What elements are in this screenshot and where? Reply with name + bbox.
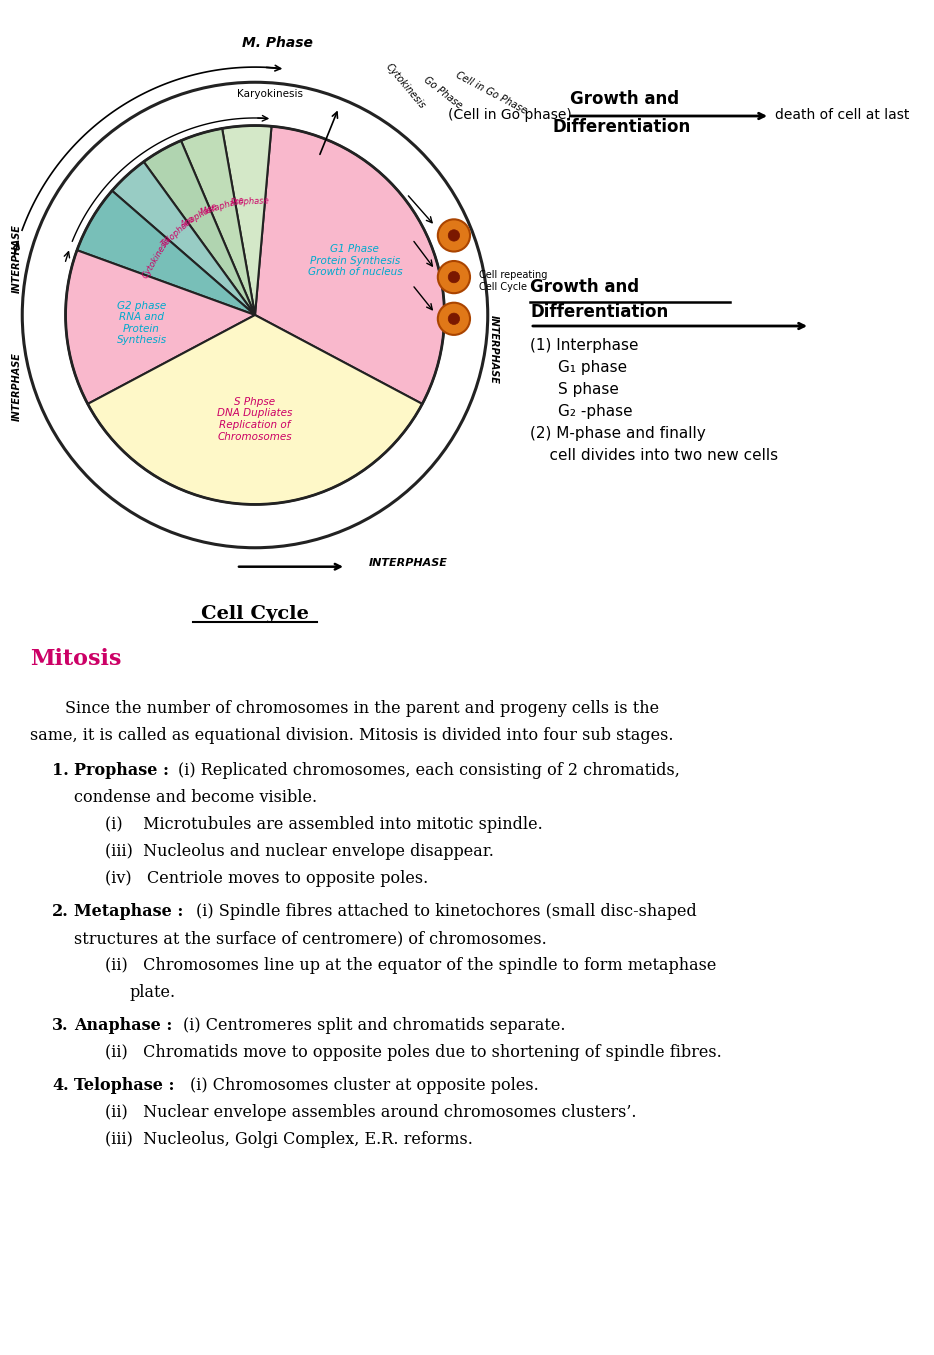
Circle shape xyxy=(448,271,460,283)
Text: same, it is called as equational division. Mitosis is divided into four sub stag: same, it is called as equational divisio… xyxy=(30,728,673,744)
Text: Differentiation: Differentiation xyxy=(530,304,668,321)
Text: Go Phase: Go Phase xyxy=(422,75,464,110)
Text: 2.: 2. xyxy=(52,902,69,920)
Text: Cell Cycle: Cell Cycle xyxy=(201,604,309,623)
Polygon shape xyxy=(77,191,255,314)
Text: cell divides into two new cells: cell divides into two new cells xyxy=(530,449,778,463)
Circle shape xyxy=(438,220,470,252)
Text: Prophase: Prophase xyxy=(231,196,270,207)
Text: Prophase :: Prophase : xyxy=(74,762,169,779)
Text: INTERPHASE: INTERPHASE xyxy=(11,352,21,421)
Text: Telophase :: Telophase : xyxy=(74,1077,175,1093)
Text: death of cell at last: death of cell at last xyxy=(775,108,910,122)
Text: G1 Phase
Protein Synthesis
Growth of nucleus: G1 Phase Protein Synthesis Growth of nuc… xyxy=(307,244,403,278)
Text: (ii)   Chromosomes line up at the equator of the spindle to form metaphase: (ii) Chromosomes line up at the equator … xyxy=(105,957,716,974)
Text: Cell repeating
Cell Cycle: Cell repeating Cell Cycle xyxy=(478,270,547,291)
Polygon shape xyxy=(255,126,445,404)
Polygon shape xyxy=(88,314,422,504)
Circle shape xyxy=(448,230,460,241)
Text: G2 phase
RNA and
Protein
Synthesis: G2 phase RNA and Protein Synthesis xyxy=(117,301,166,346)
Text: Anaphase: Anaphase xyxy=(178,202,219,230)
Text: 4.: 4. xyxy=(52,1077,68,1093)
Text: M. Phase: M. Phase xyxy=(242,37,313,50)
Text: (i) Chromosomes cluster at opposite poles.: (i) Chromosomes cluster at opposite pole… xyxy=(190,1077,539,1093)
Text: Metaphase :: Metaphase : xyxy=(74,902,183,920)
Circle shape xyxy=(438,262,470,293)
Text: Cytokinesis: Cytokinesis xyxy=(141,234,173,280)
Text: (ii)   Nuclear envelope assembles around chromosomes clusters’.: (ii) Nuclear envelope assembles around c… xyxy=(105,1104,636,1121)
Polygon shape xyxy=(65,251,255,404)
Text: 3.: 3. xyxy=(52,1018,68,1034)
Text: (i) Replicated chromosomes, each consisting of 2 chromatids,: (i) Replicated chromosomes, each consist… xyxy=(178,762,680,779)
Text: Differentiation: Differentiation xyxy=(552,118,690,136)
Text: (iii)  Nucleolus, Golgi Complex, E.R. reforms.: (iii) Nucleolus, Golgi Complex, E.R. ref… xyxy=(105,1131,473,1148)
Text: (iii)  Nucleolus and nuclear envelope disappear.: (iii) Nucleolus and nuclear envelope dis… xyxy=(105,843,494,860)
Text: (i)    Microtubules are assembled into mitotic spindle.: (i) Microtubules are assembled into mito… xyxy=(105,816,543,833)
Text: 1.: 1. xyxy=(52,762,69,779)
Circle shape xyxy=(438,302,470,335)
Polygon shape xyxy=(144,141,255,314)
Text: structures at the surface of centromere) of chromosomes.: structures at the surface of centromere)… xyxy=(74,930,546,947)
Text: S Phpse
DNA Dupliates
Replication of
Chromosomes: S Phpse DNA Dupliates Replication of Chr… xyxy=(218,397,292,442)
Text: condense and become visible.: condense and become visible. xyxy=(74,789,318,806)
Text: Cell in Go Phase: Cell in Go Phase xyxy=(454,70,529,117)
Text: INTERPHASE: INTERPHASE xyxy=(11,224,21,293)
Text: Growth and: Growth and xyxy=(570,89,679,108)
Text: Mitosis: Mitosis xyxy=(30,648,121,669)
Text: Karyokinesis: Karyokinesis xyxy=(237,89,304,99)
Text: (i) Centromeres split and chromatids separate.: (i) Centromeres split and chromatids sep… xyxy=(183,1018,565,1034)
Text: S phase: S phase xyxy=(558,382,619,397)
Text: (Cell in Go phase): (Cell in Go phase) xyxy=(448,108,572,122)
Text: Since the number of chromosomes in the parent and progeny cells is the: Since the number of chromosomes in the p… xyxy=(65,701,659,717)
Text: Cytokinesis: Cytokinesis xyxy=(384,61,428,110)
Text: (ii)   Chromatids move to opposite poles due to shortening of spindle fibres.: (ii) Chromatids move to opposite poles d… xyxy=(105,1043,722,1061)
Circle shape xyxy=(448,313,460,324)
Text: plate.: plate. xyxy=(130,984,177,1001)
Text: Growth and: Growth and xyxy=(530,278,639,295)
Text: Telophase: Telophase xyxy=(160,214,197,249)
Text: (iv)   Centriole moves to opposite poles.: (iv) Centriole moves to opposite poles. xyxy=(105,870,429,888)
Text: Metaphase: Metaphase xyxy=(199,195,246,217)
Polygon shape xyxy=(181,129,255,314)
Text: G₁ phase: G₁ phase xyxy=(558,360,627,375)
Text: (1) Interphase: (1) Interphase xyxy=(530,337,639,354)
Polygon shape xyxy=(222,126,272,314)
Text: G₂ -phase: G₂ -phase xyxy=(558,404,632,419)
Text: (2) M-phase and finally: (2) M-phase and finally xyxy=(530,425,706,440)
Text: INTERPHASE: INTERPHASE xyxy=(369,558,447,568)
Polygon shape xyxy=(112,161,255,314)
Text: INTERPHASE: INTERPHASE xyxy=(488,314,499,383)
Text: (i) Spindle fibres attached to kinetochores (small disc-shaped: (i) Spindle fibres attached to kinetocho… xyxy=(196,902,697,920)
Text: Anaphase :: Anaphase : xyxy=(74,1018,173,1034)
